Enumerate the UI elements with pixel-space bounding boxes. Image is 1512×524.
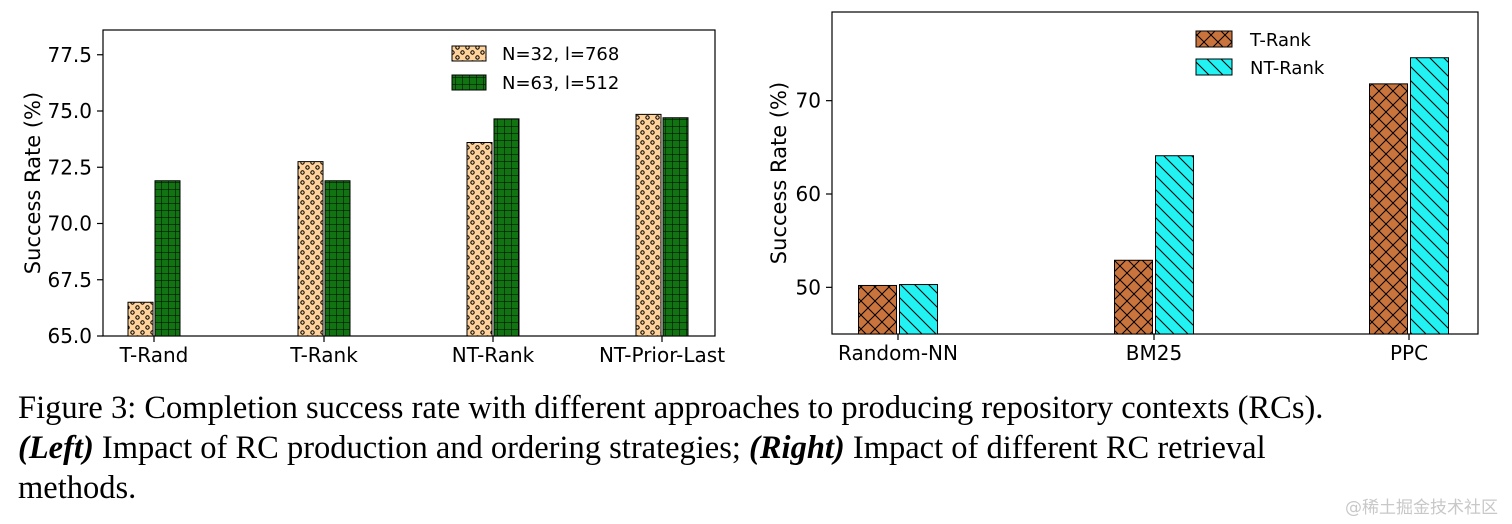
x-tick-label: NT-Prior-Last (599, 343, 725, 367)
left-y-ticks: 65.0 67.5 70.0 72.5 75.0 77.5 (47, 43, 663, 348)
legend-swatch-n63 (451, 74, 487, 91)
left-legend: N=32, l=768 N=63, l=512 (451, 44, 619, 94)
caption-line-2-end: Impact of different RC retrieval (844, 430, 1266, 466)
legend-label-n32: N=32, l=768 (502, 44, 619, 65)
legend-swatch-nt-rank (1195, 58, 1233, 76)
caption-line-2-mid: Impact of RC production and ordering str… (93, 430, 750, 466)
x-tick-label: PPC (1390, 341, 1428, 365)
legend-label-n63: N=63, l=512 (502, 73, 619, 94)
y-tick-label: 75.0 (47, 99, 92, 123)
bar-n63-t-rank (324, 180, 351, 337)
legend-label-nt-rank: NT-Rank (1250, 58, 1325, 79)
bar-n32-t-rand (127, 301, 154, 337)
right-bars (858, 57, 1449, 335)
figure-panels: 65.0 67.5 70.0 72.5 75.0 77.5 T-Rand T-Rank NT-… (21, 11, 1479, 367)
bar-nt-rank-bm25 (1155, 155, 1194, 335)
bar-n32-nt-prior-last (635, 113, 662, 337)
y-tick-label: 67.5 (47, 268, 92, 292)
legend-swatch-t-rank (1195, 30, 1233, 48)
x-tick-label: Random-NN (838, 341, 958, 365)
y-tick-label: 65.0 (47, 324, 92, 348)
left-chart: 65.0 67.5 70.0 72.5 75.0 77.5 T-Rand T-Rank NT-… (21, 29, 726, 367)
bar-nt-rank-random-nn (899, 284, 938, 335)
right-y-axis-label: Success Rate (%) (767, 82, 791, 264)
bar-n63-t-rand (154, 180, 181, 337)
x-tick-label: T-Rank (289, 343, 358, 367)
y-tick-label: 70.0 (47, 212, 92, 236)
bar-n63-nt-rank (493, 118, 520, 337)
y-tick-label: 70 (796, 89, 821, 113)
right-chart: 50 60 70 Random-NN BM25 PPC Success Rate (%)… (767, 11, 1479, 365)
x-tick-label: NT-Rank (452, 343, 535, 367)
caption-line-3: methods. (18, 470, 137, 506)
watermark: @稀土掘金技术社区 (1345, 498, 1498, 518)
y-tick-label: 72.5 (47, 155, 92, 179)
legend-label-t-rank: T-Rank (1249, 30, 1311, 51)
bar-t-rank-random-nn (858, 284, 897, 335)
right-y-ticks: 50 60 70 (796, 89, 1410, 340)
bar-n32-t-rank (297, 161, 324, 337)
y-tick-label: 50 (796, 275, 821, 299)
caption-right-label: (Right) (749, 430, 845, 466)
bar-t-rank-ppc (1369, 83, 1408, 335)
left-x-tick-labels: T-Rand T-Rank NT-Rank NT-Prior-Last (119, 343, 726, 367)
legend-swatch-n32 (451, 45, 487, 62)
bar-n32-nt-rank (466, 142, 493, 337)
right-x-tick-labels: Random-NN BM25 PPC (838, 341, 1428, 365)
right-legend: T-Rank NT-Rank (1195, 30, 1325, 79)
caption-line-1: Figure 3: Completion success rate with d… (18, 390, 1324, 426)
caption-left-label: (Left) (18, 430, 94, 466)
bar-n63-nt-prior-last (662, 117, 689, 337)
left-y-axis-label: Success Rate (%) (21, 92, 45, 274)
bar-t-rank-bm25 (1114, 259, 1153, 335)
figure-caption: Figure 3: Completion success rate with d… (18, 388, 1498, 508)
left-plot-frame (102, 29, 716, 337)
bar-nt-rank-ppc (1410, 57, 1449, 335)
x-tick-label: BM25 (1126, 341, 1182, 365)
x-tick-label: T-Rand (119, 343, 189, 367)
left-bars (127, 113, 689, 337)
caption-line-2: (Left) Impact of RC production and order… (18, 428, 1498, 468)
y-tick-label: 77.5 (47, 43, 92, 67)
y-tick-label: 60 (796, 182, 821, 206)
